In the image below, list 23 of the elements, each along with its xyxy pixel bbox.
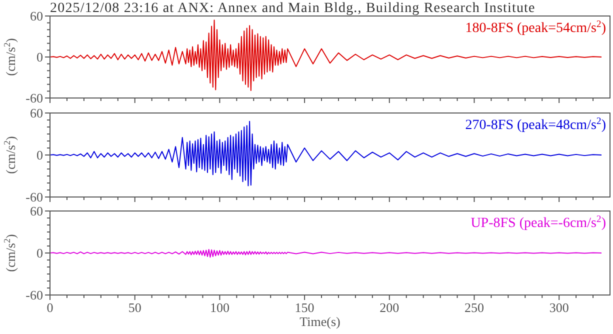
series-label: 180-8FS (peak=54cm/s$^{2}$) — [465, 18, 606, 36]
y-tick-label: 0 — [36, 246, 43, 261]
y-tick-label: 60 — [30, 106, 43, 121]
y-tick-label: -60 — [26, 288, 43, 303]
y-tick-label: 0 — [36, 50, 43, 65]
series-label: UP-8FS (peak=-6cm/s$^{2}$) — [470, 214, 606, 231]
y-tick-label: 60 — [30, 8, 43, 24]
x-tick-label: 50 — [128, 300, 142, 315]
y-tick-label: -60 — [26, 190, 43, 205]
line-series — [50, 249, 602, 258]
y-tick-label: -60 — [26, 90, 43, 106]
chart-title: 2025/12/08 23:16 at ANX: Annex and Main Bldg., Building Research Institute — [50, 1, 536, 16]
x-tick-label: 150 — [294, 300, 314, 315]
series-label: 270-8FS (peak=48cm/s$^{2}$) — [465, 116, 606, 133]
x-tick-label: 100 — [210, 300, 230, 315]
y-tick-label: 60 — [30, 204, 43, 219]
x-tick-label: 250 — [464, 300, 484, 315]
line-series — [50, 20, 602, 91]
x-tick-label: 200 — [380, 300, 400, 315]
x-tick-label: 0 — [46, 300, 54, 315]
x-tick-label: 300 — [549, 300, 569, 315]
y-tick-label: 0 — [36, 148, 43, 163]
x-axis-title: Time(s) — [300, 314, 340, 329]
